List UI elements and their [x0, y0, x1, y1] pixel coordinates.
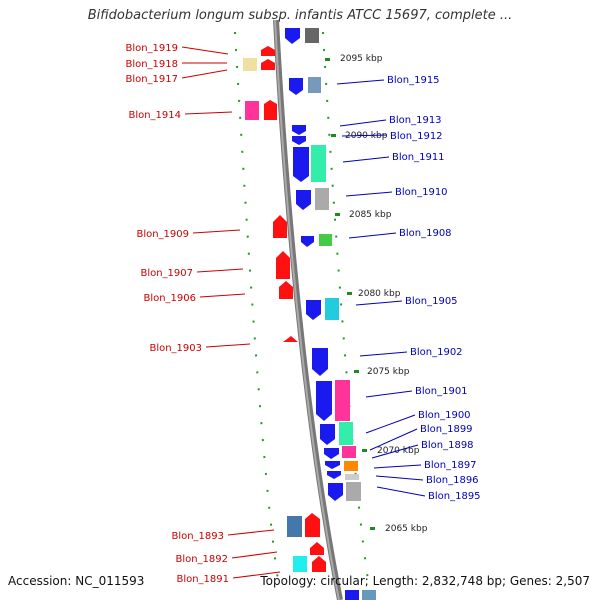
- gene-glyph: [261, 46, 275, 56]
- left-label-lines: [181, 46, 281, 579]
- map-title: Bifidobacterium longum subsp. infantis A…: [87, 8, 513, 23]
- genome-summary-text: Topology: circular; Length: 2,832,748 bp…: [260, 574, 590, 588]
- gene-glyph: [243, 58, 257, 71]
- genome-backbone: [273, 19, 343, 600]
- gene-label: Blon_1896: [426, 475, 479, 486]
- gene-label: Blon_1918: [125, 59, 178, 70]
- tick-label: 2090 kbp: [345, 131, 388, 141]
- gene-glyph: [308, 77, 321, 93]
- left-gene-labels: Blon_1919 Blon_1918 Blon_1917 Blon_1914 …: [125, 43, 229, 585]
- tick-label: 2085 kbp: [349, 210, 392, 220]
- tick-label: 2065 kbp: [385, 524, 428, 534]
- gene-label: Blon_1917: [125, 74, 178, 85]
- gene-label: Blon_1906: [143, 293, 196, 304]
- gene-glyph: [320, 424, 335, 445]
- gene-glyph: [312, 348, 328, 376]
- gene-glyph: [293, 556, 307, 572]
- right-gene-labels: Blon_1915 Blon_1913 Blon_1912 Blon_1911 …: [387, 75, 481, 502]
- gene-glyph: [273, 215, 287, 238]
- gene-glyph: [276, 251, 290, 279]
- gene-label: Blon_1901: [415, 386, 468, 397]
- gene-glyph: [312, 556, 326, 572]
- gene-glyph: [315, 188, 329, 210]
- gene-glyph: [289, 78, 303, 95]
- gene-label: Blon_1908: [399, 228, 452, 239]
- gene-glyph: [325, 298, 339, 320]
- gene-label: Blon_1898: [421, 440, 474, 451]
- tick-label: 2080 kbp: [358, 289, 401, 299]
- gene-glyph: [325, 461, 340, 469]
- gene-glyph: [311, 145, 326, 182]
- gene-label: Blon_1919: [125, 43, 178, 54]
- gene-glyph: [335, 380, 350, 421]
- gene-label: Blon_1905: [405, 296, 458, 307]
- tick-label: 2095 kbp: [340, 54, 383, 64]
- tick-marks: [325, 58, 375, 530]
- gene-label: Blon_1900: [418, 410, 471, 421]
- gene-label: Blon_1902: [410, 347, 463, 358]
- gene-label: Blon_1891: [176, 574, 229, 585]
- gene-glyph: [285, 28, 300, 44]
- gene-glyph: [283, 336, 298, 342]
- gene-glyph: [339, 422, 353, 445]
- gene-label: Blon_1892: [175, 554, 228, 565]
- gene-glyph: [345, 474, 359, 480]
- gene-glyph: [292, 136, 306, 145]
- gene-label: Blon_1909: [136, 229, 189, 240]
- gene-glyph: [287, 516, 302, 537]
- gene-glyph: [305, 28, 319, 43]
- gene-glyph: [264, 100, 277, 120]
- gene-glyph: [319, 234, 332, 246]
- gene-label: Blon_1912: [390, 131, 443, 142]
- gene-glyph: [261, 59, 275, 70]
- gene-glyph: [310, 542, 324, 555]
- gene-label: Blon_1913: [389, 115, 442, 126]
- gene-label: Blon_1910: [395, 187, 448, 198]
- gene-glyph: [345, 590, 359, 600]
- gene-label: Blon_1911: [392, 152, 445, 163]
- gene-glyph: [296, 190, 311, 210]
- gene-glyph: [301, 236, 314, 247]
- gene-glyph: [362, 590, 376, 600]
- gene-glyph: [293, 147, 309, 182]
- gene-label: Blon_1907: [140, 268, 193, 279]
- gene-glyph: [306, 300, 321, 320]
- gene-glyph: [344, 461, 358, 471]
- gene-label: Blon_1899: [420, 424, 473, 435]
- gene-label: Blon_1895: [428, 491, 481, 502]
- gene-glyph: [316, 381, 332, 421]
- tick-label: 2075 kbp: [367, 367, 410, 377]
- gene-glyph: [292, 125, 306, 135]
- left-gene-glyphs: [243, 46, 326, 572]
- gene-glyph: [279, 281, 293, 299]
- right-label-lines: [336, 79, 426, 497]
- gene-glyph: [346, 482, 361, 501]
- gene-label: Blon_1897: [424, 460, 477, 471]
- gene-label: Blon_1914: [128, 110, 181, 121]
- gene-glyph: [342, 446, 356, 458]
- gene-label: Blon_1915: [387, 75, 440, 86]
- gene-glyph: [328, 483, 343, 501]
- gene-glyph: [327, 471, 341, 479]
- gene-glyph: [324, 448, 339, 459]
- gene-label: Blon_1893: [171, 531, 224, 542]
- gene-glyph: [305, 513, 320, 537]
- right-gene-glyphs: [285, 28, 376, 600]
- gene-label: Blon_1903: [149, 343, 202, 354]
- accession-text: Accession: NC_011593: [8, 574, 145, 588]
- gene-glyph: [245, 101, 259, 120]
